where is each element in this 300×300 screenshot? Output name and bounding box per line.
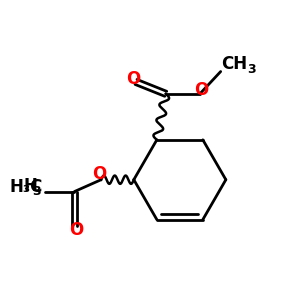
Text: 3: 3 (32, 185, 41, 198)
Text: 3: 3 (247, 63, 256, 76)
Text: H₃C: H₃C (10, 178, 43, 196)
Text: CH: CH (221, 55, 247, 73)
Text: H: H (23, 177, 38, 195)
Text: O: O (69, 221, 83, 239)
Text: O: O (92, 165, 107, 183)
Text: O: O (126, 70, 140, 88)
Text: O: O (194, 81, 208, 99)
